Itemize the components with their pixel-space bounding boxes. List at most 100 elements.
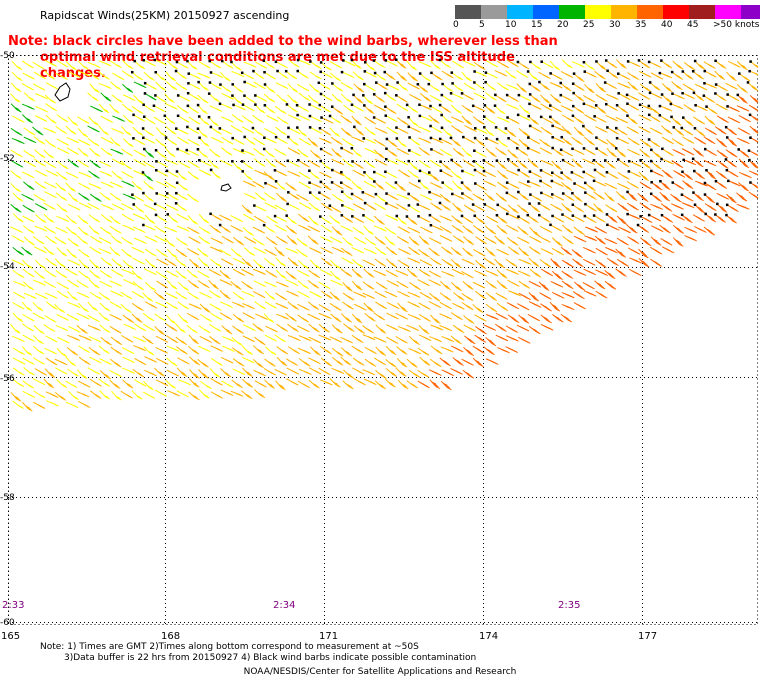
wind-barb [232,148,246,155]
quality-flag-dot [529,193,532,196]
quality-flag-dot [196,127,200,130]
wind-barb-flag [127,74,133,78]
wind-barb-flag [629,193,634,197]
wind-barb-flag [347,133,353,137]
wind-barb-flag [468,127,474,131]
wind-barb [497,170,509,180]
wind-barb [606,147,617,158]
quality-flag-dot [661,147,664,151]
quality-flag-dot [155,192,158,195]
wind-barb [329,127,341,137]
wind-barb-flag [61,76,67,79]
wind-barb-flag [556,122,561,126]
wind-barb [35,106,48,113]
quality-flag-dot [441,82,444,86]
wind-barb-flag [84,185,89,189]
wind-barb [133,94,145,105]
wind-barb-flag [555,67,561,71]
wind-barb-flag [566,88,572,92]
wind-barb-flag [668,175,673,179]
wind-barb [626,126,639,134]
wind-barb [101,136,114,144]
quality-flag-dot [142,58,145,62]
wind-barb-flag [400,64,405,68]
wind-barb [34,115,48,123]
wind-barb [10,103,22,113]
quality-flag-dot [142,115,146,119]
wind-barb-flag [566,141,571,145]
wind-barb [33,136,46,145]
wind-barb-flag [379,206,385,209]
wind-barb [527,136,541,145]
wind-barb [219,83,232,93]
legend-label-10: >50 knots [713,20,760,30]
wind-barb [65,214,77,225]
wind-barb-flag [72,139,78,143]
quality-flag-dot [682,116,685,119]
wind-barb-flag [127,88,132,92]
wind-barb-flag [192,198,198,202]
wind-barb-flag [752,138,758,142]
wind-barb-flag [239,106,245,110]
wind-barb [254,94,268,102]
legend-swatch-9 [689,5,715,19]
wind-barb-flag [653,63,658,67]
quality-flag-dot [626,60,630,63]
quality-flag-dot [209,212,212,216]
wind-barb [89,193,102,202]
wind-barb-flag [501,184,506,188]
wind-barb [12,213,24,223]
wind-barb-flag [344,131,350,135]
quality-flag-dot [473,149,476,152]
wind-barb-flag [743,100,748,104]
wind-barb [142,127,155,137]
wind-barb-flag [653,109,658,113]
quality-flag-dot [582,124,585,128]
wind-barb-flag [315,64,321,68]
wind-barb-flag [575,162,580,166]
wind-barb [694,180,708,187]
wind-barb-flag [160,154,166,158]
wind-barb-flag [379,161,384,164]
wind-barb-flag [546,101,551,104]
wind-barb-flag [270,163,275,167]
wind-barb-flag [412,184,418,188]
wind-barb [451,116,464,124]
wind-barb-flag [743,187,748,190]
wind-barb [275,82,289,90]
quality-flag-dot [582,170,585,174]
wind-barb [384,171,398,179]
wind-barb [87,202,100,210]
quality-flag-dot [506,158,510,161]
quality-flag-dot [539,179,542,183]
quality-flag-dot [319,215,322,218]
wind-barb-flag [599,96,605,100]
wind-barb [593,214,606,223]
wind-barb [661,169,673,179]
wind-barb-flag [238,101,243,105]
wind-barb-flag [82,65,88,69]
wind-barb-flag [369,140,375,144]
wind-barb [497,181,509,190]
wind-barb-flag [694,160,700,164]
wind-barb-flag [49,129,55,133]
wind-barb [363,137,377,144]
wind-barb-flag [413,123,419,127]
wind-barb [551,180,565,188]
wind-barb-flag [487,182,493,186]
wind-barb [166,81,178,91]
quality-flag-dot [254,94,257,97]
wind-barb-flag [106,151,111,155]
wind-barb-flag [520,150,526,154]
wind-barb-flag [676,85,681,89]
quality-flag-dot [154,70,157,74]
wind-barb [728,60,741,68]
wind-barb [428,83,441,92]
wind-barb-flag [676,94,682,98]
wind-barb-flag [564,96,570,100]
wind-barb-flag [597,162,602,166]
wind-barb [473,92,487,100]
quality-flag-dot [372,59,376,62]
wind-barb [21,114,33,124]
quality-flag-dot [198,136,201,140]
